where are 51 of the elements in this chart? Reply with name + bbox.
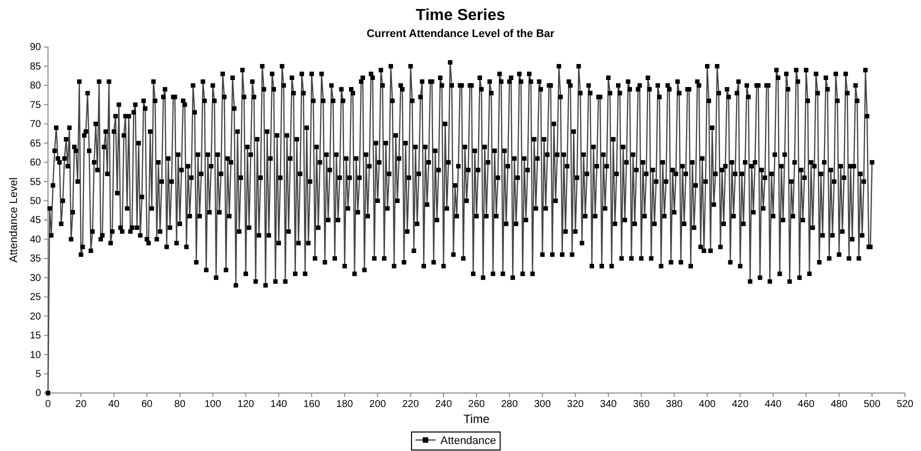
x-tick-label: 0	[45, 399, 52, 410]
y-tick-label: 85	[30, 61, 42, 72]
x-tick-label: 60	[141, 399, 153, 410]
x-tick-label: 360	[632, 399, 650, 410]
x-tick-label: 380	[666, 399, 684, 410]
y-tick-label: 55	[30, 176, 42, 188]
y-tick-label: 75	[30, 100, 42, 111]
x-tick-label: 80	[174, 399, 186, 410]
y-tick-label: 0	[35, 388, 42, 400]
x-tick-label: 40	[108, 399, 120, 410]
x-tick-label: 500	[864, 399, 881, 410]
y-tick-label: 50	[30, 196, 42, 207]
x-tick-label: 140	[270, 399, 288, 410]
x-tick-label: 300	[534, 399, 552, 410]
x-tick-label: 200	[369, 399, 386, 410]
x-tick-label: 440	[764, 399, 782, 410]
x-tick-label: 280	[501, 399, 518, 410]
x-tick-label: 160	[303, 399, 320, 410]
y-tick-label: 25	[30, 292, 42, 304]
y-tick-label: 15	[30, 330, 42, 342]
x-tick-label: 320	[567, 399, 584, 410]
x-tick-label: 400	[698, 399, 716, 410]
x-tick-label: 240	[435, 399, 452, 410]
y-tick-label: 10	[30, 350, 42, 361]
y-tick-label: 30	[30, 272, 42, 284]
x-tick-label: 420	[732, 399, 749, 410]
x-axis-title: Time	[463, 412, 490, 426]
x-tick-label: 220	[402, 399, 420, 410]
x-tick-label: 20	[75, 399, 87, 410]
legend-label: Attendance	[440, 435, 496, 447]
y-tick-label: 70	[30, 119, 42, 130]
x-tick-label: 520	[896, 399, 914, 410]
y-tick-label: 90	[30, 42, 42, 54]
x-tick-label: 480	[830, 399, 848, 410]
y-tick-label: 45	[30, 215, 42, 226]
x-tick-label: 100	[204, 399, 222, 410]
x-tick-label: 180	[336, 399, 354, 410]
x-tick-label: 460	[798, 399, 815, 410]
y-tick-label: 65	[30, 138, 42, 150]
y-tick-label: 80	[30, 80, 42, 92]
x-tick-label: 260	[468, 399, 486, 410]
y-tick-label: 20	[30, 311, 42, 322]
x-tick-label: 120	[237, 399, 255, 410]
chart-subtitle: Current Attendance Level of the Bar	[366, 28, 556, 40]
y-tick-label: 5	[35, 368, 42, 380]
chart-title: Time Series	[416, 7, 506, 24]
y-axis-title: Attendance Level	[8, 177, 20, 263]
y-tick-label: 40	[30, 234, 42, 246]
x-tick-label: 340	[600, 399, 618, 410]
y-tick-label: 60	[30, 158, 42, 169]
y-tick-label: 35	[30, 254, 42, 265]
